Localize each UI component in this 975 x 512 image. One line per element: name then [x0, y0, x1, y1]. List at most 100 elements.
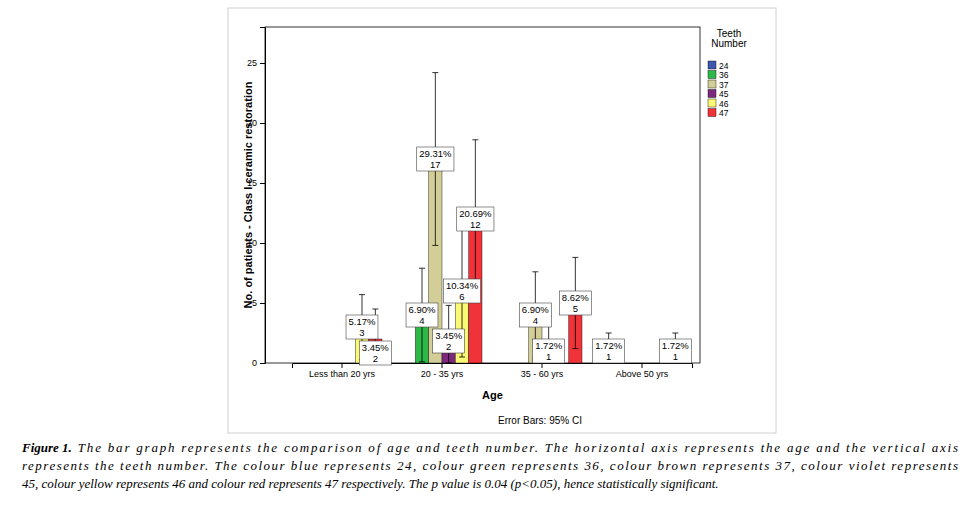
data-label: 3.45%2: [359, 341, 391, 365]
data-label-value: 17: [430, 159, 441, 170]
plot-frame: [265, 27, 700, 363]
data-label-box: [406, 303, 438, 327]
error-bar-cap: [446, 305, 452, 306]
error-bar: [572, 257, 578, 348]
legend-label: 47: [719, 108, 729, 118]
data-label: 6.90%4: [519, 303, 551, 327]
error-bar-cap: [472, 139, 478, 140]
error-bar: [419, 268, 425, 362]
legend-item: 46: [708, 99, 729, 109]
y-tick-mark: [260, 243, 265, 244]
data-label-box: [359, 341, 391, 365]
x-tick: Above 50 yrs: [616, 363, 669, 379]
chart: 0510152025Less than 20 yrs20 - 35 yrs35 …: [0, 0, 975, 512]
legend-swatch: [708, 90, 716, 98]
data-label-value: 2: [373, 353, 378, 364]
data-label: 1.72%1: [593, 339, 625, 363]
error-bar-cap: [359, 294, 365, 295]
y-tick-label: 25: [247, 58, 257, 68]
data-label: 8.62%5: [559, 291, 591, 315]
x-tick-label: Less than 20 yrs: [309, 369, 376, 379]
data-label-percent: 6.90%: [409, 304, 436, 315]
data-label-percent: 6.90%: [522, 304, 549, 315]
note: Error Bars: 95% CI: [498, 415, 582, 426]
y-tick-mark: [260, 183, 265, 184]
x-tick-mark: [442, 363, 443, 368]
x-tick: 35 - 60 yrs: [521, 363, 564, 379]
caption-line: represents the teeth number. The colour …: [22, 458, 958, 473]
data-label-percent: 29.31%: [419, 148, 452, 159]
data-label-box: [533, 339, 565, 363]
error-bar-cap: [419, 268, 425, 269]
data-label-percent: 1.72%: [535, 340, 562, 351]
data-label-box: [433, 329, 465, 353]
data-label-box: [346, 315, 378, 339]
data-label: 3.45%2: [433, 329, 465, 353]
caption-label: Figure 1.: [21, 440, 72, 455]
legend-swatch: [708, 99, 716, 107]
x-tick: 20 - 35 yrs: [421, 363, 464, 379]
error-bar-cap: [432, 245, 438, 246]
legend-label: 37: [719, 80, 729, 90]
data-label-percent: 1.72%: [595, 340, 622, 351]
x-tick: Less than 20 yrs: [309, 363, 376, 379]
data-label-value: 5: [573, 303, 578, 314]
legend-item: 45: [708, 89, 729, 99]
data-label: 5.17%3: [346, 315, 378, 339]
data-label-value: 3: [359, 327, 364, 338]
x-tick-mark: [642, 363, 643, 368]
data-label-value: 1: [546, 351, 551, 362]
y-tick-label: 0: [252, 358, 257, 368]
data-label: 1.72%1: [659, 339, 691, 363]
y-tick-mark: [260, 123, 265, 124]
data-label-percent: 3.45%: [362, 342, 389, 353]
legend-item: 24: [708, 61, 729, 71]
legend-item: 36: [708, 70, 729, 80]
data-label-box: [659, 339, 691, 363]
data-label-value: 1: [606, 351, 611, 362]
legend-item: 37: [708, 80, 729, 90]
y-axis-line: [260, 28, 266, 364]
data-label: 6.90%4: [406, 303, 438, 327]
plot-marks: [355, 73, 682, 363]
y-tick-mark: [260, 63, 265, 64]
data-label-value: 4: [419, 315, 424, 326]
legend-item: 47: [708, 108, 729, 118]
legend-swatch: [708, 71, 716, 79]
error-bar-cap: [572, 348, 578, 349]
data-label-percent: 1.72%: [662, 340, 689, 351]
x-tick-mark: [542, 363, 543, 368]
caption: Figure 1.The bar graph represents the co…: [21, 440, 958, 491]
x-axis: Less than 20 yrs 20 - 35 yrs 35 - 60 yrs Ab…: [293, 363, 693, 379]
x-axis-line: [293, 364, 693, 369]
data-label-value: 1: [673, 351, 678, 362]
data-label-value: 12: [470, 219, 481, 230]
data-label-percent: 3.45%: [435, 330, 462, 341]
legend-title: TeethNumber: [711, 28, 747, 49]
x-tick-label: 20 - 35 yrs: [421, 369, 464, 379]
data-label-percent: 8.62%: [562, 292, 589, 303]
x-tick-label: 35 - 60 yrs: [521, 369, 564, 379]
data-label-box: [559, 291, 591, 315]
error-bar-cap: [432, 72, 438, 73]
data-label-value: 6: [459, 291, 464, 302]
error-bar-cap: [446, 363, 452, 364]
y-tick-mark: [260, 363, 265, 364]
data-label: 1.72%1: [533, 339, 565, 363]
data-label-box: [457, 207, 494, 231]
error-bar-cap: [572, 257, 578, 258]
error-bar-cap: [672, 333, 678, 334]
error-bar-cap: [419, 361, 425, 362]
data-label-percent: 5.17%: [349, 316, 376, 327]
legend: TeethNumber 243637454647: [708, 28, 747, 118]
data-label-box: [443, 279, 480, 303]
error-bar-cap: [606, 333, 612, 334]
y-tick: 25: [247, 58, 265, 68]
x-axis-title: Age: [482, 389, 503, 401]
data-label-percent: 10.34%: [446, 280, 479, 291]
y-axis-title: No. of patients - Class I ceramic restor…: [242, 81, 254, 308]
legend-swatch: [708, 61, 716, 69]
error-bar-cap: [532, 271, 538, 272]
legend-label: 36: [719, 70, 729, 80]
caption-line: 45, colour yellow represents 46 and colo…: [22, 476, 719, 491]
